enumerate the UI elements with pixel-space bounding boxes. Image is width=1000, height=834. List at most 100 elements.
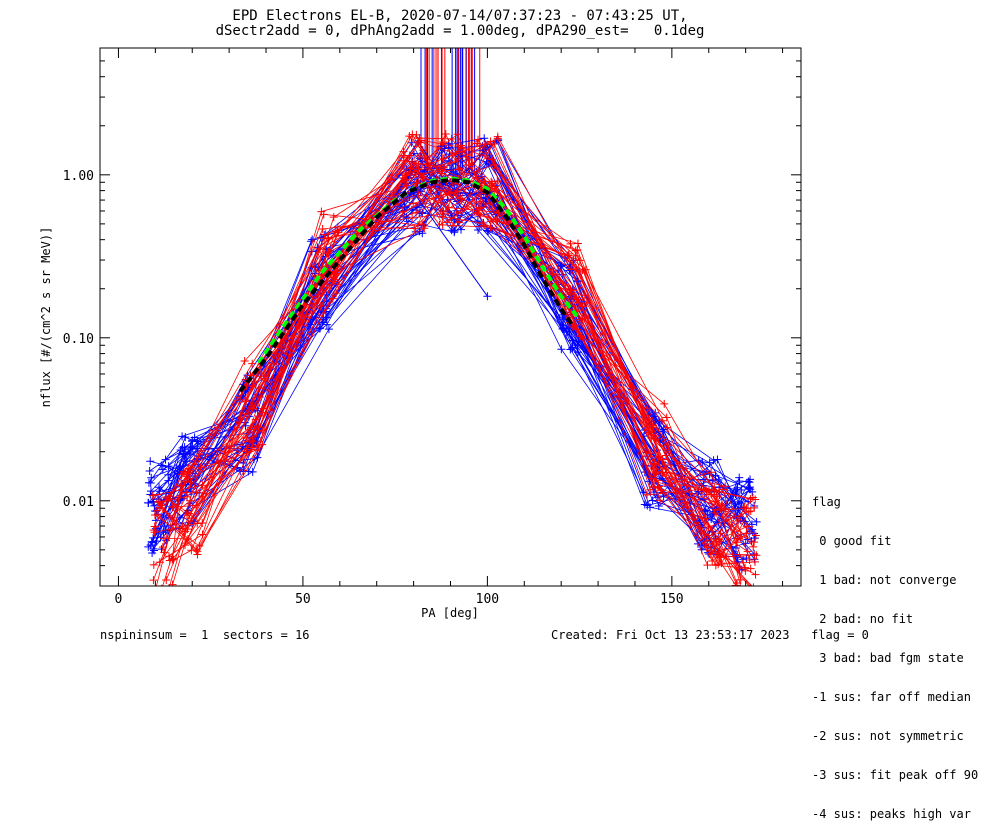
data-point-marker [435,165,444,174]
data-point-marker [144,542,153,551]
x-tick-label: 100 [476,592,499,607]
data-point-marker [181,450,190,459]
data-point-marker [181,433,190,442]
pa-distribution-chart: 0 50 100 150 0.01 0.10 1.00 PA [deg] nflux [#/… [39,47,802,620]
data-point-marker [153,490,162,499]
legend-line: 3 bad: bad fgm state [812,651,964,665]
data-point-marker [473,209,482,218]
footer-created-info: Created: Fri Oct 13 23:53:17 2023 flag =… [551,628,869,642]
series-line [163,195,746,568]
data-point-marker [165,556,174,565]
data-point-marker [751,495,760,504]
data-point-marker [646,485,655,494]
data-point-marker [480,177,489,186]
data-point-marker [493,134,502,143]
data-point-marker [316,244,325,253]
data-point-marker [658,455,667,464]
data-point-marker [745,478,754,487]
data-point-marker [307,237,316,246]
data-point-marker [253,453,262,462]
series-line [169,141,750,586]
data-point-marker [702,487,711,496]
data-point-marker [750,587,758,595]
data-point-marker [324,325,333,334]
data-point-marker [149,544,158,553]
series-line [151,145,752,542]
axis-layer: 0 50 100 150 0.01 0.10 1.00 [63,47,801,607]
data-point-marker [751,531,760,540]
data-point-marker [159,534,168,543]
data-point-marker [400,176,409,185]
data-point-marker [750,503,759,512]
data-point-marker [444,188,453,197]
series-line [150,170,738,556]
data-point-marker [412,179,421,188]
data-point-marker [738,587,746,595]
data-point-marker [731,543,740,552]
data-point-marker [559,321,568,330]
data-point-marker [493,177,502,186]
data-point-marker [704,523,713,532]
data-point-marker [192,488,201,497]
series-line [153,177,737,586]
data-point-marker [318,224,327,233]
data-point-marker [178,443,187,452]
legend-line: -4 sus: peaks high var [812,807,971,821]
data-point-marker [198,530,207,539]
data-point-marker [476,197,485,206]
data-point-marker [162,576,171,585]
data-point-marker [656,496,665,505]
legend-line: 2 bad: no fit [812,612,914,626]
data-point-marker [568,344,577,353]
data-point-marker [150,510,159,519]
data-point-marker [557,261,566,270]
data-point-marker [443,218,452,227]
data-point-marker [441,130,450,139]
data-point-marker [324,234,333,243]
fit-curve [238,177,574,393]
data-point-marker [147,473,156,482]
data-point-marker [745,483,754,492]
data-point-marker [707,485,716,494]
data-point-marker [474,226,483,235]
data-point-marker [654,502,663,511]
data-point-marker [473,139,482,148]
data-point-marker [412,208,421,217]
data-point-marker [322,313,331,322]
data-point-marker [419,196,428,205]
data-point-marker [439,154,448,163]
data-point-marker [408,130,417,139]
data-point-marker [416,152,425,161]
data-point-marker [721,482,730,491]
data-point-marker [703,531,712,540]
data-point-marker [483,292,492,301]
data-point-marker [178,524,187,533]
data-point-marker [248,359,257,368]
data-point-marker [743,547,752,556]
data-point-marker [736,575,745,584]
data-point-marker [647,433,656,442]
y-tick-label: 0.10 [63,332,94,347]
data-point-marker [714,560,723,569]
chart-title: EPD Electrons EL-B, 2020-07-14/07:37:23 … [232,8,688,24]
data-point-marker [474,135,483,144]
data-point-marker [180,539,189,548]
data-point-marker [746,564,755,573]
data-point-marker [490,160,499,169]
data-point-marker [146,457,155,466]
fit-curve [256,176,582,365]
data-point-marker [402,213,411,222]
data-point-marker [253,445,262,454]
data-point-marker [703,561,712,570]
data-point-marker [566,285,575,294]
data-point-marker [333,222,342,231]
data-point-marker [561,284,570,293]
data-point-marker [248,443,257,452]
data-point-marker [152,537,161,546]
data-point-marker [248,467,257,476]
data-point-marker [410,159,419,168]
data-point-marker [575,267,584,276]
data-point-marker [707,468,716,477]
data-point-marker [716,529,725,538]
data-point-marker [713,506,722,515]
